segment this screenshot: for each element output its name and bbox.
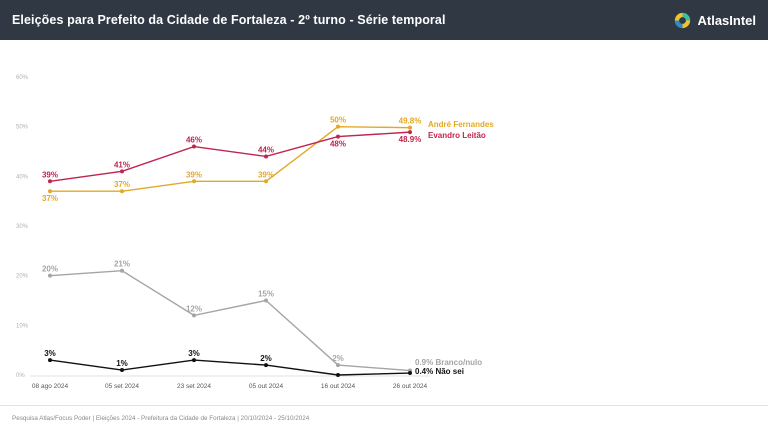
legend-label-evandro-leitao: Evandro Leitão	[428, 131, 486, 140]
end-label-nao-sei: 0.4% Não sei	[415, 367, 464, 376]
data-point	[120, 268, 124, 273]
data-point	[264, 363, 268, 368]
data-label: 37%	[114, 180, 130, 189]
data-label: 41%	[114, 160, 130, 169]
data-point	[336, 363, 340, 368]
data-label: 49.8%	[399, 117, 422, 126]
header-bar: Eleições para Prefeito da Cidade de Fort…	[0, 0, 768, 40]
data-label: 39%	[258, 170, 274, 179]
data-label: 1%	[116, 359, 128, 368]
y-tick-label: 60%	[16, 75, 29, 81]
data-point	[336, 373, 340, 377]
data-label: 50%	[330, 116, 346, 125]
data-point	[192, 358, 196, 363]
data-label: 46%	[186, 136, 202, 145]
data-label: 48.9%	[399, 135, 422, 144]
data-label: 2%	[260, 354, 272, 363]
data-label: 44%	[258, 145, 274, 154]
brand: AtlasIntel	[674, 12, 756, 29]
data-point	[408, 125, 412, 130]
x-tick-label: 05 out 2024	[249, 383, 284, 390]
footer-source: Pesquisa Atlas/Focus Poder | Eleições 20…	[0, 405, 768, 430]
series-line-3	[49, 359, 411, 376]
data-point	[408, 371, 412, 376]
y-tick-label: 50%	[16, 125, 29, 131]
series-line-2	[49, 269, 411, 372]
data-point	[48, 189, 52, 194]
end-label-branco-nulo: 0.9% Branco/nulo	[415, 358, 482, 367]
data-point	[120, 368, 124, 373]
data-label: 15%	[258, 290, 274, 299]
data-label: 37%	[42, 194, 58, 203]
y-tick-label: 30%	[16, 224, 29, 230]
atlasintel-logo-icon	[675, 12, 691, 28]
data-point	[264, 154, 268, 159]
x-tick-label: 23 set 2024	[177, 383, 211, 390]
y-tick-label: 20%	[16, 274, 29, 280]
data-point	[48, 358, 52, 363]
data-point	[336, 134, 340, 139]
data-label: 12%	[186, 304, 202, 313]
chart-area: 0% 10% 20% 30% 40% 50% 60% 08 ago 2024 05 set 20…	[0, 40, 768, 405]
data-label: 3%	[44, 349, 56, 358]
x-tick-label: 16 out 2024	[321, 383, 356, 390]
series-line-0	[50, 125, 411, 192]
y-tick-label: 10%	[16, 323, 29, 329]
data-label: 39%	[42, 170, 58, 179]
data-point	[408, 130, 412, 135]
data-label: 39%	[186, 170, 202, 179]
data-point	[120, 169, 124, 174]
data-point	[264, 298, 268, 303]
data-point	[264, 179, 268, 184]
brand-name: AtlasIntel	[697, 12, 756, 28]
data-point	[336, 124, 340, 129]
data-label: 2%	[332, 354, 344, 363]
data-label: 21%	[114, 260, 130, 269]
x-tick-label: 26 out 2024	[393, 383, 428, 390]
data-point	[192, 144, 196, 149]
data-point	[48, 179, 52, 184]
series-line-1	[49, 131, 411, 182]
data-point	[192, 179, 196, 184]
data-point	[120, 189, 124, 194]
y-tick-label: 40%	[16, 174, 29, 180]
page-title: Eleições para Prefeito da Cidade de Fort…	[12, 13, 446, 27]
data-label: 48%	[330, 140, 346, 149]
data-label: 3%	[188, 349, 200, 358]
legend-label-andre-fernandes: André Fernandes	[428, 120, 494, 129]
data-point	[192, 313, 196, 318]
line-chart: 0% 10% 20% 30% 40% 50% 60% 08 ago 2024 05 set 20…	[16, 75, 494, 390]
x-tick-label: 05 set 2024	[105, 383, 139, 390]
y-tick-label: 0%	[16, 373, 25, 379]
data-point	[48, 273, 52, 278]
x-tick-label: 08 ago 2024	[32, 383, 69, 390]
data-label: 20%	[42, 265, 58, 274]
